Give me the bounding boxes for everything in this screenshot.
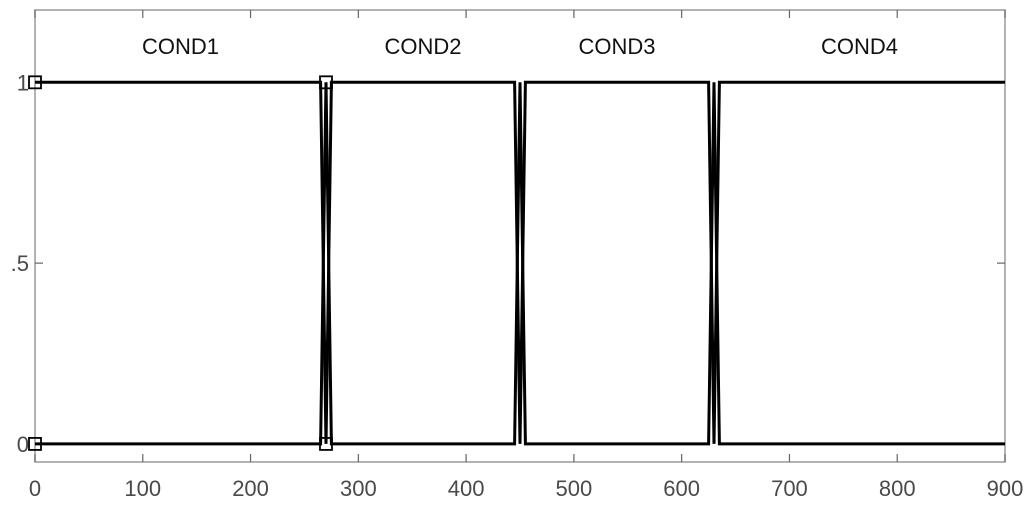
x-tick-label: 500 xyxy=(556,476,593,501)
x-tick-label: 600 xyxy=(663,476,700,501)
square-marker xyxy=(319,75,333,90)
x-tick-label: 700 xyxy=(771,476,808,501)
condition-label: COND4 xyxy=(821,34,898,59)
series-line xyxy=(35,82,1005,446)
square-marker xyxy=(28,75,42,90)
x-tick-label: 0 xyxy=(29,476,41,501)
square-marker xyxy=(28,437,42,451)
y-tick-label: .5 xyxy=(11,251,29,276)
condition-label: COND2 xyxy=(384,34,461,59)
x-tick-label: 100 xyxy=(124,476,161,501)
square-marker xyxy=(319,437,333,451)
y-tick-label: 1 xyxy=(17,70,29,95)
x-tick-label: 300 xyxy=(340,476,377,501)
y-tick-label: 0 xyxy=(17,432,29,457)
series-line xyxy=(35,80,1005,444)
condition-label: COND3 xyxy=(578,34,655,59)
condition-label: COND1 xyxy=(142,34,219,59)
x-tick-label: 200 xyxy=(232,476,269,501)
x-tick-label: 800 xyxy=(879,476,916,501)
x-tick-label: 900 xyxy=(987,476,1024,501)
x-tick-label: 400 xyxy=(448,476,485,501)
